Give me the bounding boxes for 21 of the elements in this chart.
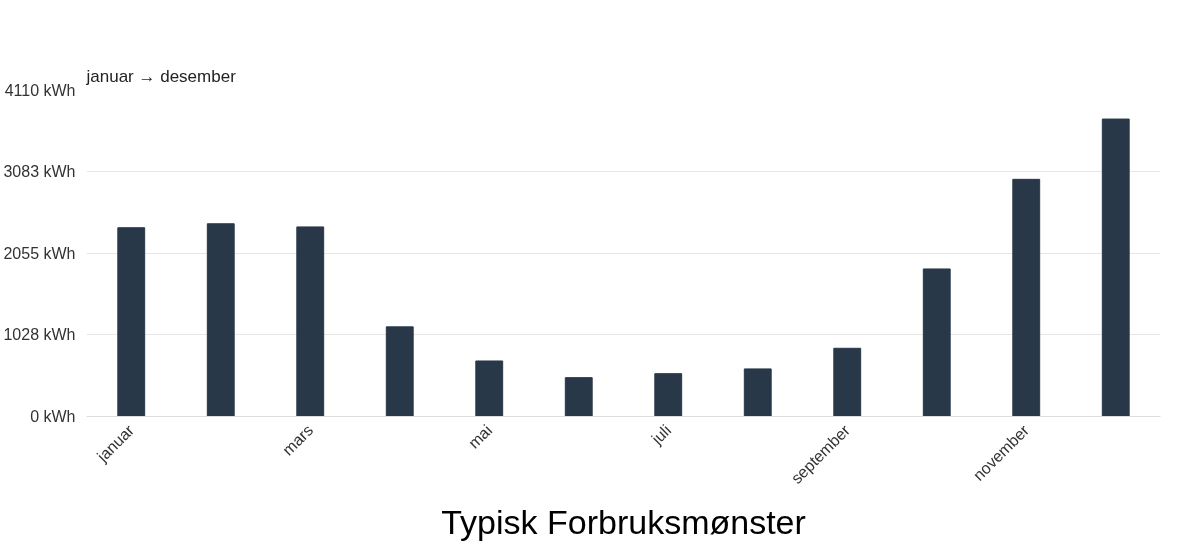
bar	[385, 326, 414, 417]
y-tick-label: 4110 kWh	[4, 82, 76, 99]
y-tick-label: 2055 kWh	[3, 245, 76, 262]
bar	[1101, 118, 1130, 417]
bar	[117, 227, 146, 417]
bar	[564, 377, 593, 417]
text: Typisk Forbruksmønster	[441, 502, 806, 541]
bar	[475, 360, 504, 417]
y-tick-label: 1028 kWh	[3, 326, 76, 344]
y-tick-label: 3083 kWh	[3, 163, 76, 181]
bar	[206, 223, 235, 417]
bar	[922, 268, 951, 417]
y-tick-label: 0 kWh	[30, 408, 76, 425]
x-tick-label: mai	[465, 421, 496, 452]
bar	[1012, 178, 1041, 417]
bar	[833, 347, 862, 417]
chart-title: januar → desember	[85, 66, 237, 86]
bar	[296, 226, 325, 417]
bar	[654, 373, 683, 417]
x-tick-label: juli	[647, 421, 675, 449]
bar	[743, 368, 772, 417]
